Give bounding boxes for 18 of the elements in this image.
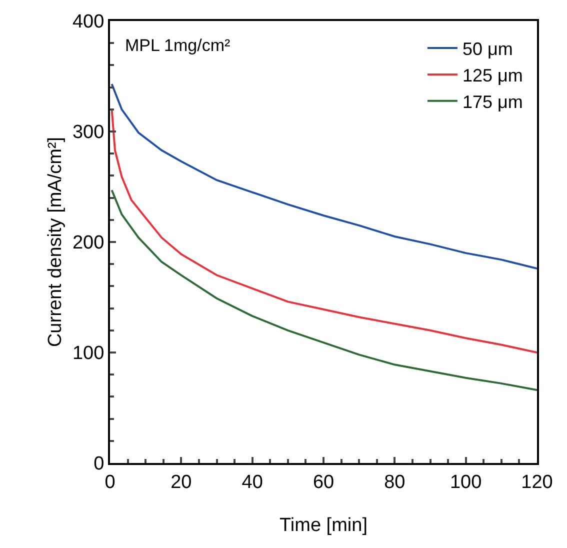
x-tick-label: 20 xyxy=(170,472,192,493)
annotation: MPL 1mg/cm² xyxy=(125,36,230,55)
x-tick-label: 120 xyxy=(521,472,553,493)
x-tick-label: 80 xyxy=(384,472,406,493)
x-axis-title: Time [min] xyxy=(280,515,368,536)
y-tick-label: 100 xyxy=(72,343,104,364)
x-tick-label: 60 xyxy=(312,472,334,493)
y-tick-label: 200 xyxy=(72,232,104,254)
y-tick-label: 400 xyxy=(72,12,104,33)
legend-label: 175 μm xyxy=(462,92,523,112)
y-tick-label: 0 xyxy=(94,454,104,475)
x-tick-label: 100 xyxy=(450,472,482,493)
legend-label: 125 μm xyxy=(462,65,523,86)
y-axis-title: Current density [mA/cm²] xyxy=(45,136,66,348)
x-tick-label: 40 xyxy=(242,472,263,493)
legend-label: 50 μm xyxy=(462,39,513,60)
y-tick-label: 300 xyxy=(72,122,104,144)
line-series xyxy=(110,189,537,392)
